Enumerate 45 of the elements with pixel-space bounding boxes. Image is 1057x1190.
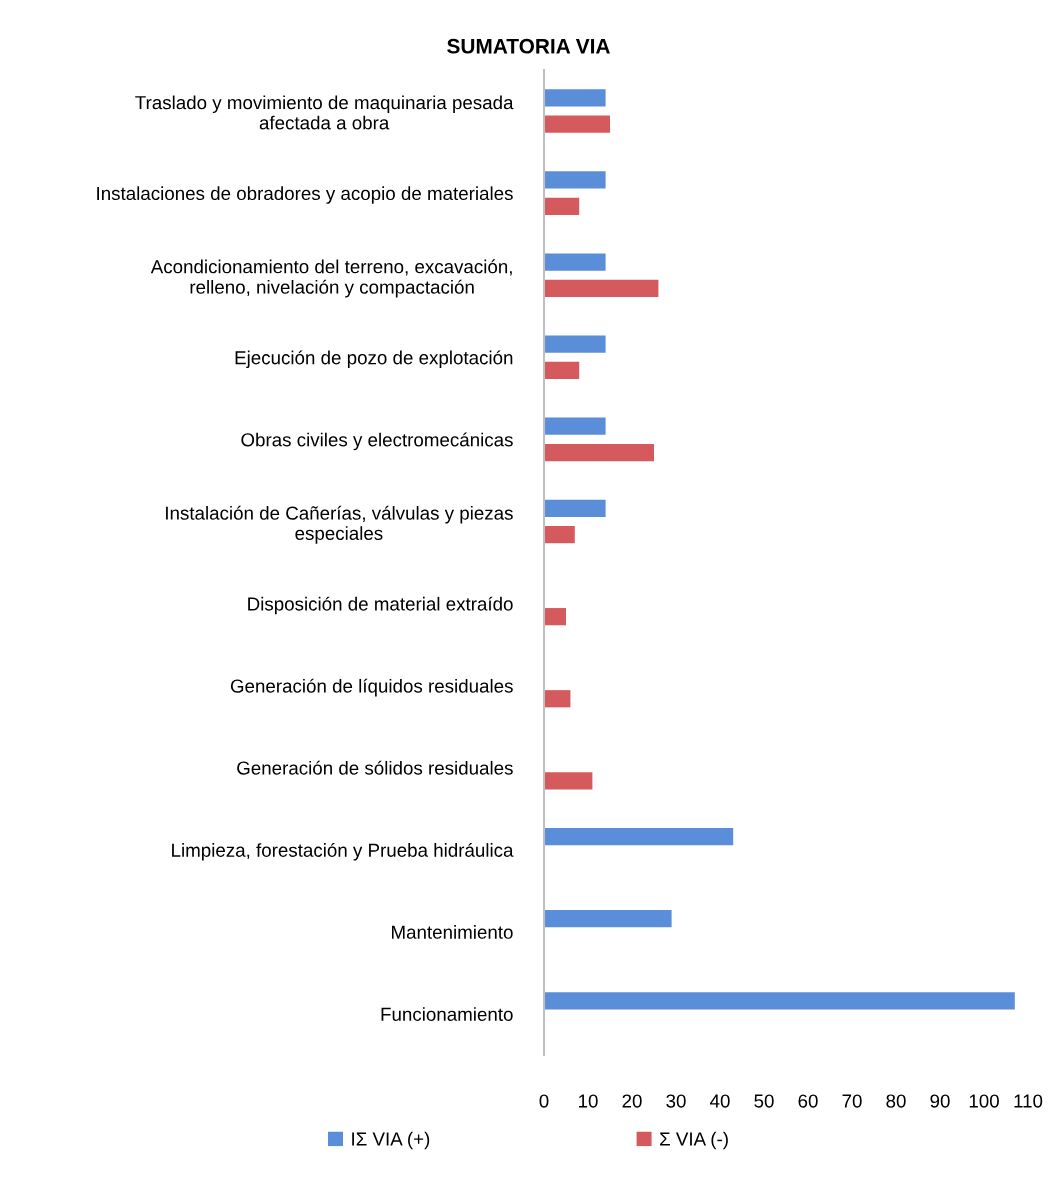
bar — [544, 279, 659, 297]
x-tick-label: 80 — [886, 1094, 906, 1108]
bar — [544, 992, 1015, 1010]
x-tick-label: 90 — [930, 1094, 950, 1108]
x-tick-label: 60 — [798, 1094, 818, 1108]
bar — [544, 89, 606, 107]
bar — [544, 608, 566, 626]
bar — [544, 499, 606, 517]
x-tick-label: 50 — [754, 1094, 774, 1108]
y-tick-label: Limpieza, forestación y Prueba hidráulica — [172, 842, 514, 861]
bar — [544, 361, 580, 380]
bar — [544, 197, 580, 215]
x-tick-label: 30 — [666, 1094, 686, 1108]
bar — [544, 171, 606, 189]
x-tick-label: 20 — [622, 1094, 642, 1108]
y-tick-label: Traslado y movimiento de maquinaria pesada afectada a obra — [135, 95, 514, 130]
y-tick-label: Mantenimiento — [392, 925, 513, 939]
bar — [544, 525, 575, 544]
bar — [544, 772, 593, 790]
chart-title: SUMATORIA VIA — [447, 38, 610, 54]
y-tick-label: Funcionamiento — [381, 1007, 513, 1021]
y-tick-label: Generación de sólidos residuales — [237, 760, 513, 775]
x-tick-label: 10 — [579, 1094, 598, 1108]
x-tick-label: 40 — [710, 1094, 730, 1108]
bar — [544, 115, 610, 133]
y-tick-label: Instalación de Cañerías, válvulas y piezas especiales — [166, 505, 513, 544]
bar — [544, 417, 606, 435]
y-tick-label: Ejecución de pozo de explotación — [235, 350, 513, 369]
x-tick-label: 70 — [842, 1094, 862, 1108]
bar — [544, 690, 571, 708]
x-tick-label: 100 — [969, 1094, 999, 1108]
bar — [544, 910, 672, 928]
bar — [544, 253, 606, 271]
y-tick-label: Disposición de material extraído — [248, 596, 513, 615]
y-tick-label: Generación de líquidos residuales — [230, 678, 513, 697]
bar — [544, 335, 606, 353]
x-tick-label: 110 — [1014, 1094, 1043, 1108]
y-tick-label: Instalaciones de obradores y acopio de materiales — [97, 186, 513, 204]
bar — [544, 443, 654, 462]
legend-label: Σ VIA (-) — [660, 1131, 728, 1150]
bar — [544, 828, 734, 846]
y-tick-label: Obras civiles y electromecánicas — [241, 432, 513, 451]
x-tick-label: 0 — [539, 1094, 549, 1108]
legend-label: IΣ VIA (+) — [352, 1131, 430, 1150]
y-tick-label: Acondicionamiento del terreno, excavación, relleno, nivelación y compactación — [150, 259, 512, 298]
